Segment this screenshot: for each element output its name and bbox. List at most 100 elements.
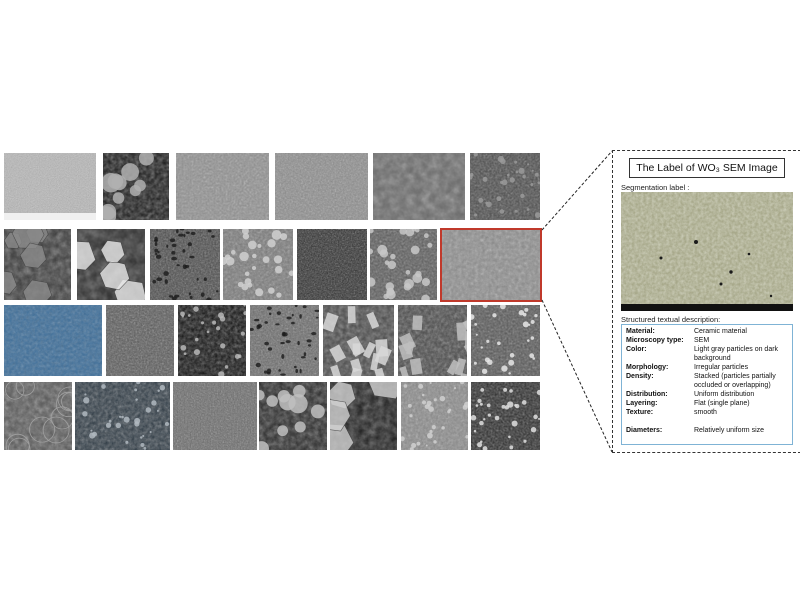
texture-mark bbox=[188, 292, 191, 296]
texture-mark bbox=[275, 323, 280, 326]
texture-mark bbox=[196, 277, 199, 281]
sem-image-tile bbox=[330, 382, 397, 450]
texture-mark bbox=[424, 404, 430, 410]
description-caption: Structured textual description: bbox=[621, 315, 721, 324]
texture-mark bbox=[480, 346, 483, 349]
texture-mark bbox=[526, 208, 530, 211]
texture-mark bbox=[293, 384, 306, 398]
texture-mark bbox=[286, 316, 292, 320]
texture-mark bbox=[189, 255, 195, 259]
texture-mark bbox=[405, 341, 415, 355]
sem-image-tile bbox=[471, 382, 540, 450]
texture-mark bbox=[501, 179, 508, 186]
description-row: Color: Light gray particles on dark backg… bbox=[626, 345, 788, 363]
texture-mark bbox=[143, 447, 147, 450]
texture-mark bbox=[145, 407, 152, 413]
selected-image-highlight bbox=[440, 228, 542, 302]
texture-mark bbox=[480, 387, 485, 392]
texture-mark bbox=[176, 264, 180, 267]
texture-mark bbox=[203, 277, 207, 282]
texture-mark bbox=[268, 287, 275, 294]
texture-mark bbox=[171, 256, 177, 261]
texture-mark bbox=[412, 273, 423, 284]
texture-mark bbox=[159, 384, 166, 391]
texture-mark bbox=[481, 368, 488, 374]
texture-mark bbox=[414, 229, 420, 233]
texture-mark bbox=[89, 432, 96, 439]
texture-mark bbox=[529, 353, 535, 359]
texture-mark bbox=[418, 383, 424, 389]
texture-mark bbox=[536, 389, 540, 395]
texture-mark bbox=[267, 239, 276, 248]
texture-mark bbox=[244, 271, 250, 277]
texture-mark bbox=[276, 311, 282, 316]
segmentation-image bbox=[621, 192, 793, 311]
sem-image-tile bbox=[323, 305, 394, 376]
texture-mark bbox=[370, 229, 374, 234]
texture-mark bbox=[280, 233, 288, 241]
texture-mark bbox=[494, 415, 500, 421]
texture-mark bbox=[206, 330, 210, 334]
texture-mark bbox=[508, 359, 515, 366]
texture-mark bbox=[183, 352, 187, 356]
attribute-value: Stacked (particles partially occluded or… bbox=[694, 373, 776, 389]
texture-mark bbox=[421, 294, 430, 300]
texture-mark bbox=[134, 417, 141, 424]
texture-mark bbox=[121, 415, 124, 419]
texture-mark bbox=[509, 445, 514, 450]
texture-mark bbox=[183, 233, 186, 238]
texture-mark bbox=[200, 292, 205, 297]
texture-mark bbox=[374, 367, 387, 376]
texture-mark bbox=[403, 283, 412, 291]
texture-mark bbox=[241, 229, 249, 235]
texture-mark bbox=[19, 242, 47, 269]
texture-mark bbox=[459, 382, 465, 385]
texture-mark bbox=[465, 434, 468, 439]
texture-mark bbox=[409, 414, 413, 418]
texture-mark bbox=[154, 248, 159, 253]
texture-mark bbox=[125, 440, 129, 444]
texture-mark bbox=[531, 169, 534, 172]
texture-mark bbox=[530, 426, 537, 433]
texture-mark bbox=[118, 415, 122, 418]
texture-mark bbox=[518, 167, 525, 174]
texture-mark bbox=[215, 290, 219, 293]
texture-mark bbox=[496, 196, 502, 202]
texture-mark bbox=[524, 307, 529, 312]
sem-image-tile bbox=[223, 229, 293, 300]
texture-mark bbox=[182, 249, 186, 253]
texture-mark bbox=[154, 236, 158, 242]
sem-image-tile bbox=[259, 382, 327, 450]
texture-mark bbox=[90, 429, 93, 432]
texture-mark bbox=[473, 153, 478, 157]
texture-mark bbox=[509, 352, 515, 358]
texture-mark bbox=[157, 389, 160, 393]
texture-mark bbox=[274, 265, 283, 274]
texture-mark bbox=[178, 233, 184, 237]
attribute-value: Relatively uniform size bbox=[694, 427, 765, 434]
description-row: Material: Ceramic material bbox=[626, 327, 788, 336]
texture-mark bbox=[99, 260, 130, 291]
texture-mark bbox=[412, 315, 423, 331]
attribute-key: Microscopy type: bbox=[626, 337, 684, 344]
texture-mark bbox=[300, 356, 306, 359]
texture-mark bbox=[399, 229, 407, 235]
texture-mark bbox=[276, 292, 282, 298]
texture-mark bbox=[136, 382, 141, 385]
sem-image-tile bbox=[4, 382, 72, 450]
texture-mark bbox=[518, 310, 525, 316]
texture-mark bbox=[504, 405, 510, 410]
attribute-value: Uniform distribution bbox=[694, 391, 755, 398]
texture-mark bbox=[330, 364, 342, 376]
texture-mark bbox=[387, 260, 397, 270]
texture-mark bbox=[456, 322, 467, 341]
texture-mark bbox=[259, 389, 265, 401]
texture-mark bbox=[530, 183, 534, 187]
texture-mark bbox=[206, 297, 212, 300]
texture-mark bbox=[431, 424, 436, 430]
texture-mark bbox=[347, 306, 356, 324]
texture-mark bbox=[107, 173, 124, 189]
texture-mark bbox=[291, 313, 294, 317]
texture-mark bbox=[288, 270, 293, 276]
texture-mark bbox=[482, 305, 488, 308]
